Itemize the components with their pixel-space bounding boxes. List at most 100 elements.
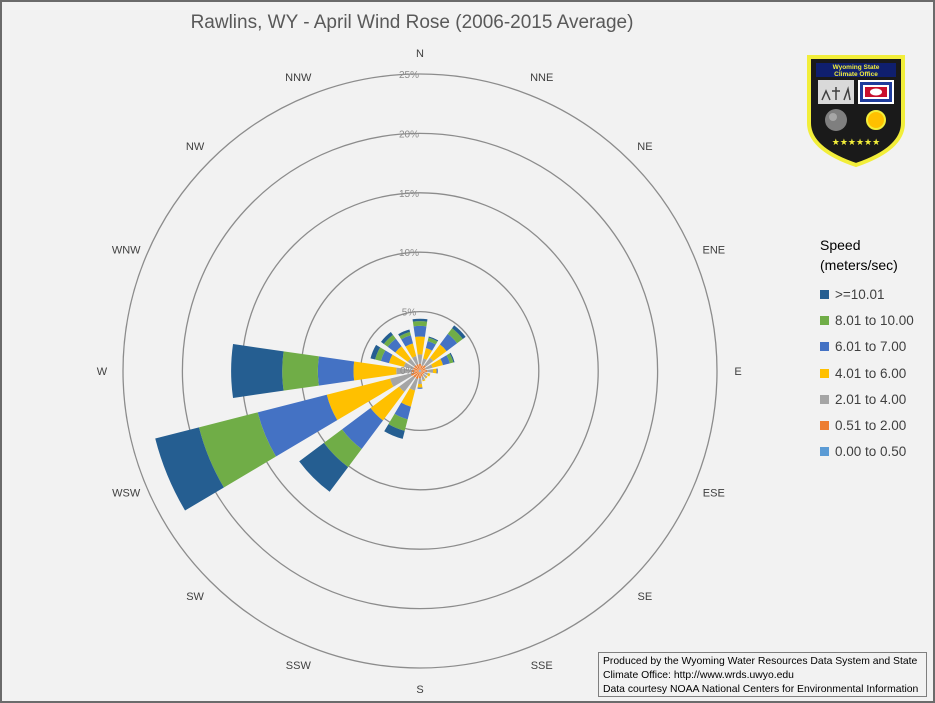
legend-title-line2: (meters/sec) [820, 257, 898, 273]
legend-label: >=10.01 [835, 286, 885, 302]
legend-title: Speed (meters/sec) [820, 235, 933, 275]
legend-item: 8.01 to 10.00 [820, 307, 933, 333]
bar-segment-ssw-3 [401, 388, 416, 407]
bar-segment-ne-4 [439, 333, 458, 352]
ring-label-group: 5% 10% 15% 20% 25% 0% [399, 70, 419, 377]
bar-segment-nnw-4 [401, 335, 413, 347]
bar-segment-nne-1 [420, 365, 424, 370]
bar-segment-wnw-5 [375, 347, 386, 362]
bar-segment-n-6 [412, 318, 428, 322]
direction-label-ene: ENE [702, 244, 725, 256]
bar-segment-ssw-4 [394, 402, 411, 420]
bar-segment-ssw-1 [415, 372, 420, 380]
direction-label-ssw: SSW [286, 660, 312, 672]
legend-label: 0.51 to 2.00 [835, 418, 907, 434]
legend-items: >=10.01 8.01 to 10.00 6.01 to 7.00 4.01 to … [820, 281, 933, 465]
bar-segment-sse-3 [422, 379, 426, 382]
bar-segment-sse-0 [420, 371, 421, 373]
legend-swatch [820, 315, 829, 325]
direction-label-wnw: WNW [112, 244, 141, 256]
legend: Speed (meters/sec) >=10.01 8.01 to 10.00 6… [820, 235, 933, 465]
bar-segment-ese-2 [424, 372, 429, 376]
bar-segment-se-3 [424, 375, 428, 379]
bar-segment-nne-4 [425, 341, 436, 351]
bar-segment-ssw-5 [388, 413, 408, 431]
bar-segment-ne-3 [429, 344, 447, 362]
legend-title-line1: Speed [820, 237, 861, 253]
bar-segment-wnw-0 [418, 370, 420, 371]
ring-label: 10% [399, 248, 419, 259]
direction-label-wsw: WSW [112, 488, 141, 500]
bar-segment-w-3 [353, 361, 397, 381]
ring-label: 5% [402, 308, 417, 319]
bar-segment-nw-5 [383, 334, 396, 347]
legend-swatch [820, 289, 829, 299]
bar-segment-ese-0 [420, 371, 422, 372]
bar-segment-ne-6 [452, 325, 466, 339]
bar-segment-sse-1 [420, 372, 424, 377]
bar-segment-ne-5 [447, 328, 463, 344]
direction-label-ese: ESE [703, 488, 725, 500]
bar-segment-nw-0 [419, 370, 420, 371]
bar-segment-w-2 [396, 367, 412, 375]
bar-segment-nw-4 [387, 338, 402, 353]
bar-segment-se-1 [420, 371, 424, 375]
bar-segment-sw-6 [299, 442, 349, 492]
bar-segment-wnw-2 [403, 362, 414, 370]
legend-swatch [820, 421, 829, 431]
bar-segment-nw-2 [407, 358, 416, 367]
bar-segment-sw-3 [370, 386, 405, 421]
bar-segment-ssw-0 [419, 371, 420, 373]
bar-segment-ssw-2 [409, 378, 418, 391]
direction-label-ne: NE [637, 141, 652, 153]
legend-swatch [820, 447, 829, 457]
badge-text-1: Wyoming State [833, 64, 880, 71]
legend-swatch [820, 368, 829, 378]
credits-line-2: Climate Office: http://www.wrds.uwyo.edu [603, 670, 794, 681]
direction-label-sw: SW [186, 591, 204, 603]
bar-segment-ene-5 [446, 353, 454, 364]
bar-segment-w-1 [411, 369, 419, 373]
bar-segment-sw-2 [399, 375, 416, 392]
direction-label-e: E [734, 366, 741, 378]
bar-segment-nnw-5 [399, 331, 411, 340]
bar-segment-w-4 [317, 356, 355, 386]
ring-label: 15% [399, 189, 419, 200]
bar-segment-ene-2 [425, 364, 433, 370]
bar-segment-ene-6 [449, 352, 455, 363]
bar-segment-nne-6 [428, 336, 439, 342]
sun-icon [866, 110, 886, 130]
bar-segment-nne-2 [421, 358, 427, 366]
direction-label-nnw: NNW [285, 72, 312, 84]
badge-text-2: Climate Office [834, 71, 878, 78]
bar-segment-sw-4 [342, 408, 383, 449]
bar-segment-e-3 [432, 368, 437, 374]
bar-segment-nnw-3 [405, 343, 417, 358]
grid-ring [181, 132, 659, 610]
bar-segment-wsw-2 [390, 373, 412, 387]
bar-segment-se-0 [420, 371, 421, 372]
bar-segment-wsw-4 [257, 394, 338, 457]
bar-segment-ne-0 [420, 370, 421, 371]
bar-segment-n-1 [418, 363, 422, 370]
bar-segment-e-2 [427, 369, 434, 373]
ring-label: 25% [399, 70, 419, 81]
bar-segment-nw-3 [395, 346, 411, 362]
bar-segment-wsw-6 [155, 427, 224, 511]
bar-segment-s-1 [418, 372, 422, 379]
bar-segment-s-4 [417, 387, 423, 389]
legend-label: 2.01 to 4.00 [835, 391, 907, 407]
bar-segment-ese-3 [427, 373, 431, 377]
bar-segment-w-6 [231, 344, 284, 398]
bar-segment-nne-3 [423, 347, 433, 360]
bar-segment-wnw-3 [388, 354, 406, 367]
climate-office-badge: Wyoming State Climate Office ★★★★★★ [806, 51, 906, 174]
legend-label: 4.01 to 6.00 [835, 365, 907, 381]
wyoming-flag-icon [870, 88, 882, 96]
bar-segment-s-2 [418, 378, 422, 385]
bar-segment-nne-5 [427, 337, 438, 345]
legend-item: 4.01 to 6.00 [820, 360, 933, 386]
legend-item: 0.00 to 0.50 [820, 439, 933, 465]
bar-segment-nnw-1 [416, 364, 420, 370]
bar-segment-sw-0 [419, 371, 420, 372]
